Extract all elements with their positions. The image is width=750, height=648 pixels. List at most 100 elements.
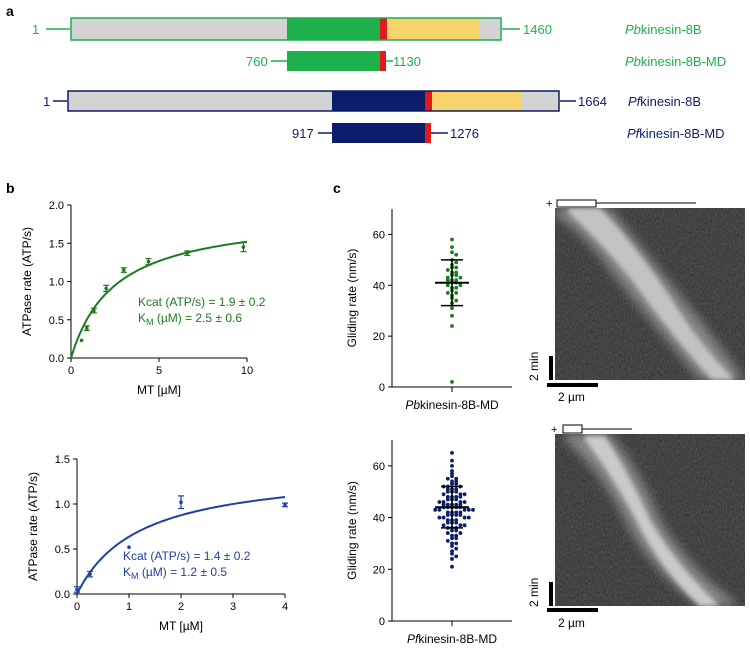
data-point [450,245,454,250]
pf-md-motor-domain [332,123,425,143]
data-point [454,528,459,533]
y-tick-label: 1.0 [49,277,64,289]
annotation-kcat: Kcat (ATP/s) = 1.4 ± 0.2 [123,549,251,563]
pf-md-name-rest: kinesin-8B-MD [639,126,724,141]
data-point [454,291,459,295]
panel-label-a: a [6,3,14,19]
y-tick-label: 2.0 [49,200,64,212]
pb-full-name-rest: kinesin-8B [641,22,702,37]
data-point [450,528,454,533]
x-axis-label: MT [µM] [159,619,203,633]
pb-md-end: 1130 [393,54,421,69]
pb-md-start: 760 [246,54,268,69]
data-point [445,278,450,283]
data-point [437,515,442,520]
pf-md-start: 917 [292,126,314,141]
y-axis-label: Gliding rate (nm/s) [345,249,359,348]
pb-full-outline [70,17,502,41]
data-point [445,497,450,502]
pb-md-motor-domain [287,51,380,71]
pf-full-name-italic: Pf [628,94,642,109]
chart-pf-atpase: 0 1 2 3 4 0.0 0.5 1.0 1.5 MT [µM] ATPase rate (ATP… [26,454,288,633]
category-label-italic: Pb [405,398,420,412]
data-point [462,492,467,497]
category-label: Pbkinesin-8B-MD [405,398,499,412]
data-point [462,515,467,520]
pf-full-start: 1 [43,94,50,109]
data-point [450,250,454,255]
pb-md-name-rest: kinesin-8B-MD [641,54,726,69]
pf-full-grey-c [522,91,559,111]
annotation-km: KM (µM) = 2.5 ± 0.6 [138,311,242,327]
pb-full-end: 1460 [523,22,552,37]
data-point [454,252,459,257]
y-tick-label: 40 [373,280,385,292]
y-tick-label: 0.0 [49,353,64,365]
data-point [466,507,471,512]
data-point [450,557,454,561]
pb-full-stalk [387,18,480,40]
panel-label-c: c [333,180,341,196]
pf-full-construct: 1 1664 Pfkinesin-8B [43,90,701,112]
kymograph-pb-time-label: 2 min [527,352,541,381]
x-tick-label: 5 [156,365,162,377]
pb-md-construct: 760 1130 Pbkinesin-8B-MD [246,51,726,71]
data-point [462,500,467,504]
fit-curve [76,496,286,595]
pb-full-name: Pbkinesin-8B [625,22,702,37]
pf-md-construct: 917 1276 Pfkinesin-8B-MD [292,123,725,143]
kymograph-pb-space-label: 2 µm [558,390,585,404]
annotation-km: KM (µM) = 1.2 ± 0.5 [123,565,227,581]
annotation-km-rest: (µM) = 2.5 ± 0.6 [154,311,243,325]
data-point [454,265,459,270]
data-point [441,492,446,497]
pb-md-neck [380,51,386,71]
y-tick-label: 1.5 [55,454,70,466]
data-point [462,507,467,512]
y-tick-label: 60 [373,229,385,241]
category-label-rest: kinesin-8B-MD [420,398,499,412]
x-tick-label: 1 [126,601,132,613]
data-point [79,338,84,343]
annotation-km-sub: M [131,571,139,581]
pb-full-name-italic: Pb [625,22,641,37]
data-point [458,275,463,280]
y-tick-label: 1.0 [55,499,70,511]
data-point [445,513,450,517]
data-point [445,268,450,272]
data-point [454,536,459,541]
data-point [450,451,454,455]
data-point [454,482,459,486]
data-point [454,541,459,546]
data-point [462,523,467,528]
annotation-km-rest: (µM) = 1.2 ± 0.5 [139,565,228,579]
x-tick-label: 4 [282,601,288,613]
data-point [454,285,459,290]
data-point [454,260,459,265]
pb-full-grey-c [480,18,501,40]
x-tick-label: 0 [68,365,74,377]
data-point [454,298,459,303]
data-point [454,489,459,494]
kymograph-pb: + 2 min 2 µm [527,198,745,404]
chart-pf-gliding: 0 20 40 60 Gliding rate (nm/s) Pfkinesin-8B-M… [345,440,512,646]
pf-md-neck [425,123,431,143]
pf-full-grey-n [68,91,332,111]
data-point [445,489,450,494]
data-point [85,326,89,330]
y-tick-label: 60 [373,461,385,473]
data-point [450,482,454,486]
y-tick-label: 0.5 [49,315,64,327]
data-point [450,306,454,311]
data-point [458,531,463,535]
y-tick-label: 20 [373,331,385,343]
data-point [450,237,454,242]
data-point [450,564,454,569]
y-tick-label: 0.0 [55,589,70,601]
pb-md-name: Pbkinesin-8B-MD [625,54,726,69]
y-tick-label: 40 [373,513,385,525]
data-point [445,531,450,535]
y-tick-label: 0.5 [55,544,70,556]
kymograph-pf-plus: + [551,424,557,436]
data-point [88,572,92,576]
